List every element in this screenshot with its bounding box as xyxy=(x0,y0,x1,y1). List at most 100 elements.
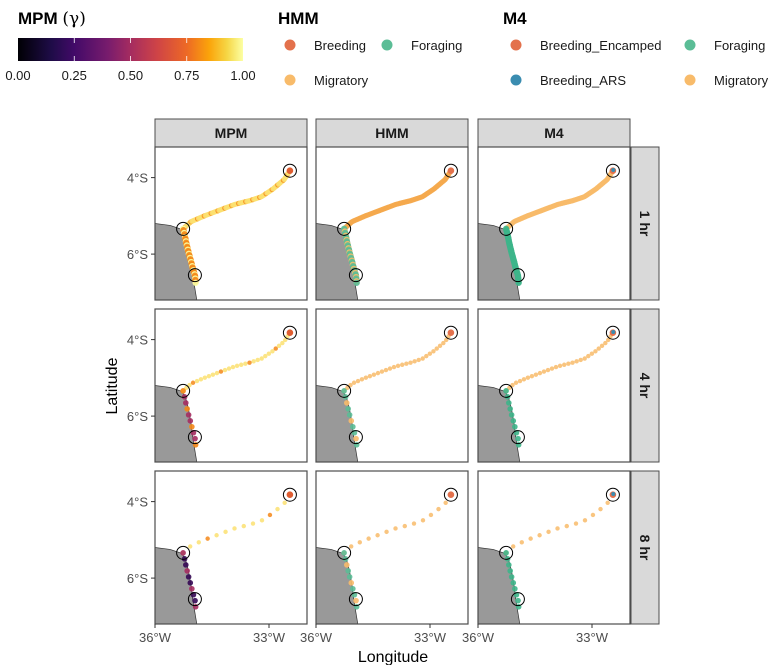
data-point xyxy=(206,373,212,379)
data-point xyxy=(251,359,256,364)
highlight-circle xyxy=(443,325,458,340)
data-point xyxy=(348,382,353,388)
panel-m4-1-hr xyxy=(477,146,631,301)
strip-background xyxy=(630,470,660,625)
highlight-circle xyxy=(282,325,297,340)
data-point xyxy=(223,529,228,535)
data-point xyxy=(564,523,569,529)
highlight-circle xyxy=(510,430,525,445)
data-point xyxy=(196,540,201,545)
highlight-circle xyxy=(187,592,202,607)
data-point xyxy=(188,544,193,549)
data-point xyxy=(443,500,448,505)
data-point xyxy=(263,353,268,359)
legend-key-migratory xyxy=(684,74,696,86)
data-point xyxy=(582,518,588,523)
y-tick-label: 4°S xyxy=(127,171,148,186)
data-point xyxy=(280,340,285,346)
data-point xyxy=(512,585,518,592)
legend-label: Foraging xyxy=(714,38,765,53)
highlight-circle xyxy=(176,383,191,398)
legend-label: Breeding xyxy=(314,38,366,53)
data-point xyxy=(198,377,204,382)
data-point xyxy=(503,388,509,394)
strip-background xyxy=(477,118,631,148)
data-point xyxy=(194,378,200,384)
x-tick-label: 33°W xyxy=(414,630,447,645)
highlight-circle xyxy=(605,163,620,178)
highlight-circle xyxy=(337,545,352,560)
data-point xyxy=(345,406,351,412)
data-point xyxy=(533,372,539,377)
highlight-circle xyxy=(337,383,352,398)
highlight-circle xyxy=(282,487,297,502)
data-point xyxy=(234,363,240,369)
data-point xyxy=(511,544,516,549)
data-point xyxy=(283,337,288,343)
data-point xyxy=(428,512,434,518)
data-point xyxy=(515,597,521,604)
data-point xyxy=(598,506,603,512)
data-point xyxy=(412,359,417,364)
data-point xyxy=(341,550,347,556)
data-point xyxy=(346,574,353,580)
data-point xyxy=(603,340,608,346)
data-point xyxy=(355,378,361,384)
data-point xyxy=(553,364,559,370)
data-point xyxy=(434,346,439,351)
data-point xyxy=(379,369,385,374)
highlight-circle xyxy=(176,545,191,560)
data-point xyxy=(447,167,455,175)
data-point xyxy=(420,356,425,361)
highlight-circle xyxy=(510,268,525,283)
data-point xyxy=(371,372,377,377)
data-point xyxy=(375,370,381,376)
data-point xyxy=(529,373,535,379)
data-point xyxy=(427,351,433,356)
data-point xyxy=(341,388,347,394)
data-point xyxy=(222,367,228,373)
data-point xyxy=(226,366,232,371)
colorbar-tick-label: 0.75 xyxy=(174,68,199,83)
highlight-circle xyxy=(443,487,458,502)
data-point xyxy=(184,568,190,574)
x-tick-label: 33°W xyxy=(576,630,609,645)
strip-m4: M4 xyxy=(477,118,631,148)
data-point xyxy=(266,351,272,356)
data-point xyxy=(357,540,362,545)
data-point xyxy=(521,377,527,382)
panel-mpm-8-hr: 4°S 6°S 36°W 33°W xyxy=(127,470,308,645)
data-point xyxy=(348,418,355,424)
data-point xyxy=(416,357,421,363)
data-point xyxy=(267,512,273,518)
highlight-circle xyxy=(348,430,363,445)
data-point xyxy=(574,359,579,364)
data-point xyxy=(189,423,195,430)
data-point xyxy=(353,597,359,604)
data-point xyxy=(202,375,208,380)
colorbar-tick-label: 0.00 xyxy=(5,68,30,83)
data-point xyxy=(350,585,356,592)
y-tick-label: 6°S xyxy=(127,409,148,424)
highlight-circle xyxy=(605,325,620,340)
data-point xyxy=(512,423,518,430)
data-point xyxy=(557,363,563,369)
data-point xyxy=(259,518,265,523)
data-point xyxy=(537,533,542,538)
strip-label: HMM xyxy=(375,125,408,141)
legend-label: Migratory xyxy=(714,73,768,88)
y-tick-label: 6°S xyxy=(127,571,148,586)
data-point xyxy=(346,412,353,418)
panel-mpm-4-hr: 4°S 6°S xyxy=(127,308,308,463)
hmm-legend-title: HMM xyxy=(278,9,319,28)
strip-label: 1 hr xyxy=(637,211,653,237)
data-point xyxy=(383,367,389,373)
data-point xyxy=(447,329,455,337)
colorbar-tick-label: 0.50 xyxy=(118,68,143,83)
strip-8-hr: 8 hr xyxy=(630,470,660,625)
data-point xyxy=(570,360,575,365)
data-point xyxy=(519,540,524,545)
data-point xyxy=(183,400,189,406)
data-point xyxy=(286,329,294,337)
data-point xyxy=(444,337,449,343)
